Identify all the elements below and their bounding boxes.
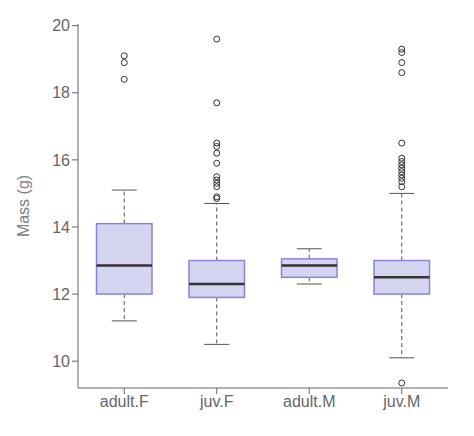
svg-text:Mass (g): Mass (g) — [15, 175, 32, 237]
svg-text:20: 20 — [52, 17, 70, 34]
svg-text:10: 10 — [52, 353, 70, 370]
svg-text:juv.M: juv.M — [382, 393, 420, 410]
svg-text:juv.F: juv.F — [199, 393, 234, 410]
svg-text:16: 16 — [52, 152, 70, 169]
svg-text:adult.F: adult.F — [100, 393, 149, 410]
svg-text:adult.M: adult.M — [283, 393, 335, 410]
svg-text:12: 12 — [52, 286, 70, 303]
svg-text:18: 18 — [52, 84, 70, 101]
svg-text:14: 14 — [52, 219, 70, 236]
